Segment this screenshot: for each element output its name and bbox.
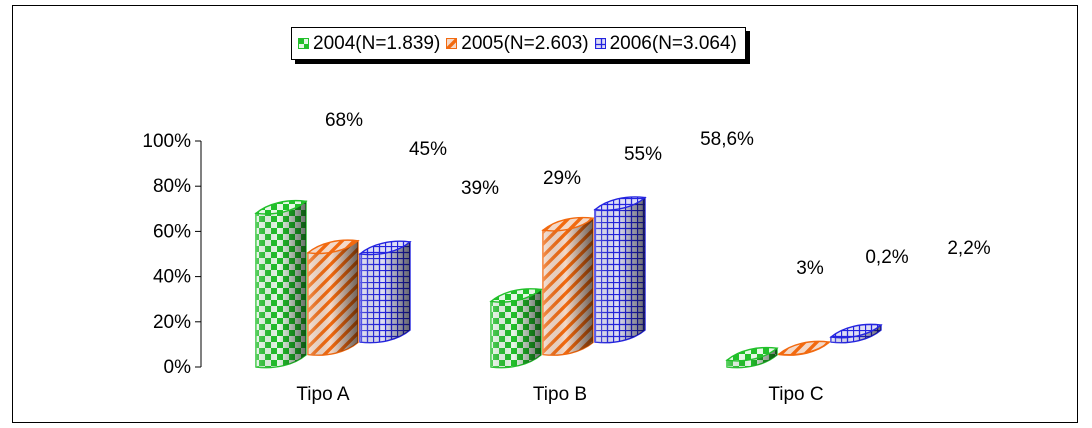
data-label: 29% <box>543 168 581 189</box>
data-label: 0,2% <box>865 247 908 268</box>
y-tick-label: 60% <box>153 221 191 242</box>
data-label: 2,2% <box>947 238 990 259</box>
bar-top <box>593 196 647 211</box>
bar-shading <box>256 201 306 368</box>
data-label: 39% <box>461 178 499 199</box>
legend-swatch <box>446 38 458 49</box>
data-label: 55% <box>624 144 662 165</box>
legend: 2004(N=1.839) 2005(N=2.603) 2006(N=3.064) <box>291 27 746 60</box>
bar-shading <box>595 197 645 343</box>
y-tick-label: 100% <box>142 131 191 152</box>
legend-swatch <box>594 38 606 49</box>
x-category-label: Tipo B <box>533 384 587 405</box>
data-label: 58,6% <box>700 129 754 150</box>
bar-top <box>489 288 543 303</box>
bar-top <box>541 216 595 232</box>
x-category-label: Tipo C <box>768 384 823 405</box>
legend-item: 2004(N=1.839) <box>298 33 440 55</box>
bar-shading <box>308 240 358 356</box>
bar-top <box>725 346 779 362</box>
y-tick-label: 0% <box>164 357 192 378</box>
data-label: 45% <box>409 139 447 160</box>
data-label: 68% <box>325 110 363 131</box>
bar-top <box>358 240 412 256</box>
legend-item: 2006(N=3.064) <box>594 32 737 55</box>
bar-shading <box>543 218 593 356</box>
bar-chart: 0% 20% 40% 60% 80% 100% 68% 45% 39% Tipo A 29% 55% 5… <box>142 110 990 405</box>
legend-item: 2005(N=2.603) <box>446 32 589 55</box>
x-category-label: Tipo A <box>296 384 349 405</box>
legend-swatch <box>298 38 309 49</box>
legend-label: 2005(N=2.603) <box>461 32 589 54</box>
bar-shading <box>491 289 541 368</box>
bar-shading <box>360 241 410 343</box>
y-tick-label: 40% <box>153 267 191 288</box>
bar-top <box>777 340 831 356</box>
chart-frame: 0% 20% 40% 60% 80% 100% 68% 45% 39% Tipo A 29% 55% 5… <box>12 5 1078 423</box>
legend-label: 2006(N=3.064) <box>609 32 737 54</box>
data-label: 3% <box>796 258 824 279</box>
bar-top <box>254 199 308 215</box>
bar-top <box>306 239 360 255</box>
y-tick-label: 80% <box>153 176 191 197</box>
legend-label: 2004(N=1.839) <box>313 32 441 54</box>
y-tick-label: 20% <box>153 312 191 333</box>
bar-top <box>829 323 883 339</box>
